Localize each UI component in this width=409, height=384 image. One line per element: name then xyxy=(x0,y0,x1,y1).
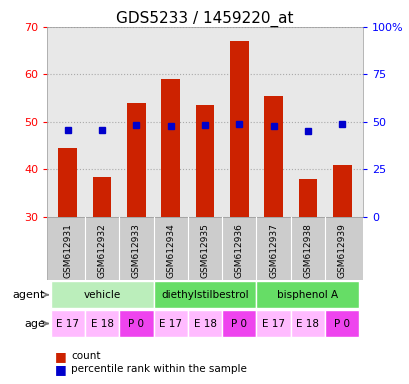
Text: GSM612931: GSM612931 xyxy=(63,223,72,278)
Text: GSM612933: GSM612933 xyxy=(132,223,141,278)
Text: GSM612935: GSM612935 xyxy=(200,223,209,278)
Bar xyxy=(222,310,256,337)
Bar xyxy=(324,310,359,337)
Bar xyxy=(58,148,77,217)
Text: E 18: E 18 xyxy=(296,318,319,329)
Text: GSM612937: GSM612937 xyxy=(268,223,277,278)
Bar xyxy=(298,179,317,217)
Bar xyxy=(127,103,146,217)
Text: diethylstilbestrol: diethylstilbestrol xyxy=(161,290,248,300)
Text: E 18: E 18 xyxy=(193,318,216,329)
Text: E 17: E 17 xyxy=(261,318,284,329)
Bar xyxy=(263,96,282,217)
Bar xyxy=(85,310,119,337)
Text: GSM612939: GSM612939 xyxy=(337,223,346,278)
Bar xyxy=(50,281,153,308)
Bar xyxy=(153,310,187,337)
Text: ■: ■ xyxy=(55,363,67,376)
Bar xyxy=(229,41,248,217)
Text: P 0: P 0 xyxy=(231,318,247,329)
Text: P 0: P 0 xyxy=(128,318,144,329)
Bar xyxy=(47,217,362,280)
Text: GSM612934: GSM612934 xyxy=(166,223,175,278)
Text: GSM612938: GSM612938 xyxy=(303,223,312,278)
Text: vehicle: vehicle xyxy=(83,290,120,300)
Text: P 0: P 0 xyxy=(333,318,349,329)
Bar xyxy=(290,310,324,337)
Text: agent: agent xyxy=(13,290,45,300)
Text: percentile rank within the sample: percentile rank within the sample xyxy=(71,364,246,374)
Bar xyxy=(119,310,153,337)
Bar xyxy=(256,281,359,308)
Text: bisphenol A: bisphenol A xyxy=(277,290,338,300)
Text: GSM612932: GSM612932 xyxy=(97,223,106,278)
Text: GSM612936: GSM612936 xyxy=(234,223,243,278)
Bar xyxy=(256,310,290,337)
Text: E 17: E 17 xyxy=(159,318,182,329)
Title: GDS5233 / 1459220_at: GDS5233 / 1459220_at xyxy=(116,11,293,27)
Bar xyxy=(332,165,351,217)
Text: age: age xyxy=(24,318,45,329)
Bar xyxy=(92,177,111,217)
Bar xyxy=(153,281,256,308)
Text: ■: ■ xyxy=(55,350,67,363)
Bar xyxy=(50,310,85,337)
Bar xyxy=(161,79,180,217)
Text: count: count xyxy=(71,351,100,361)
Bar xyxy=(195,105,214,217)
Text: E 17: E 17 xyxy=(56,318,79,329)
Text: E 18: E 18 xyxy=(90,318,113,329)
Bar xyxy=(187,310,222,337)
